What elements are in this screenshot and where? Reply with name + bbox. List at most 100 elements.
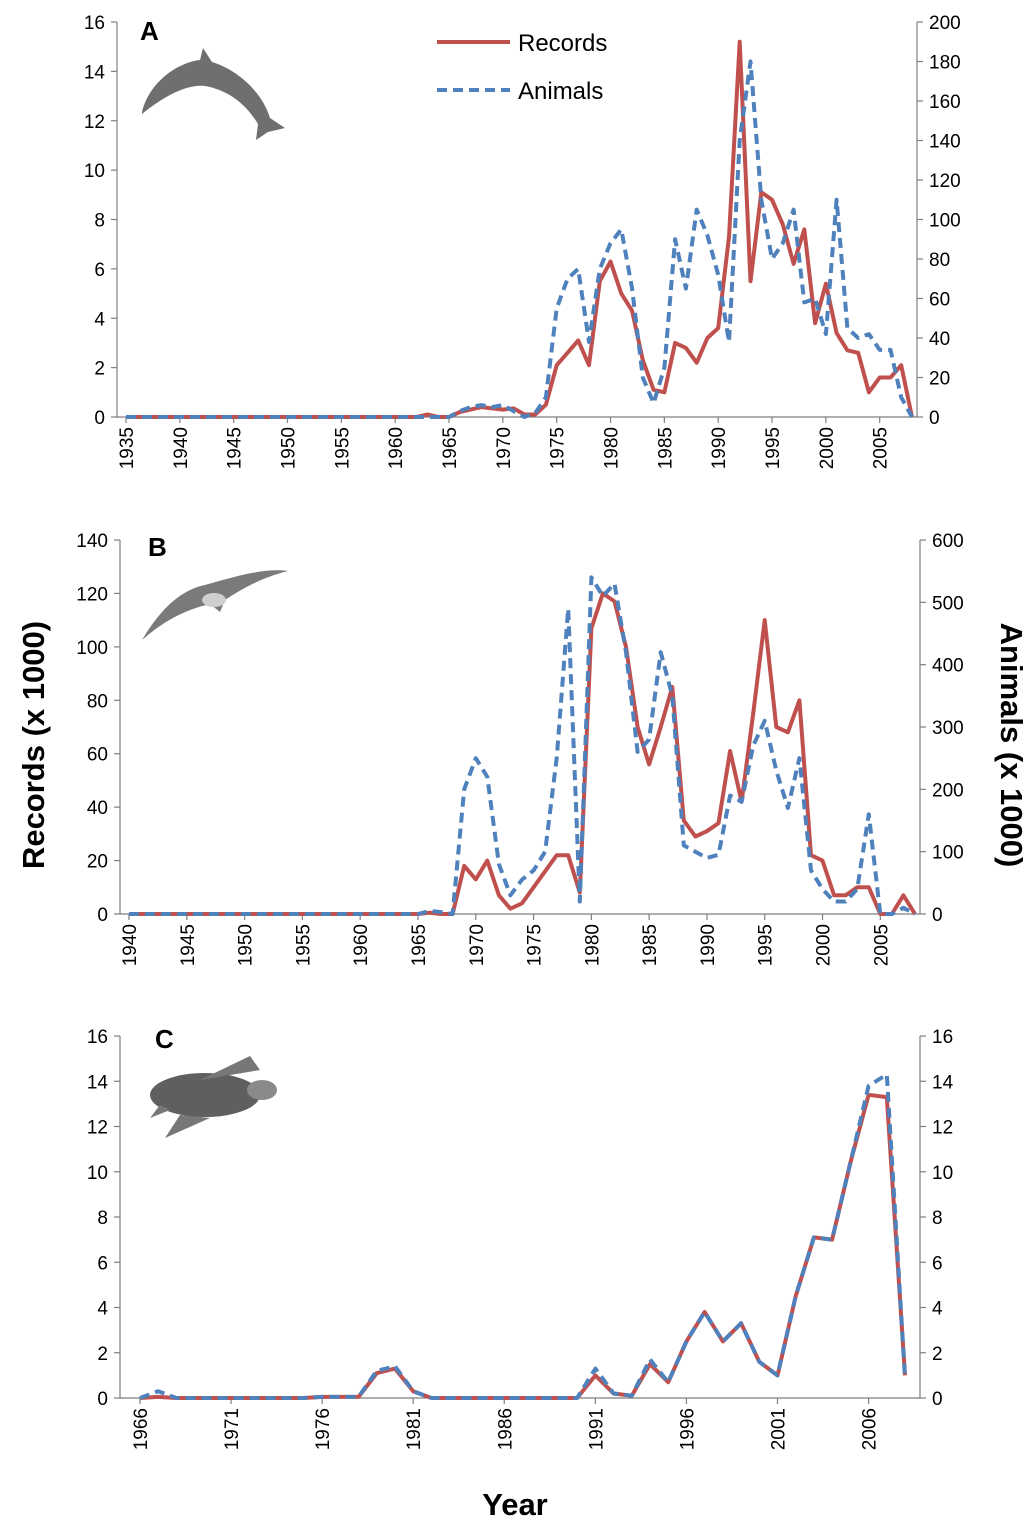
x-tick-label: 1980 xyxy=(582,924,603,966)
y-tick-label: 14 xyxy=(84,62,106,83)
y2-tick-label: 160 xyxy=(929,92,961,113)
y2-tick-label: 300 xyxy=(932,718,964,739)
x-tick-label: 1935 xyxy=(117,427,138,469)
bird-icon xyxy=(142,570,288,640)
x-tick-label: 2001 xyxy=(769,1408,790,1450)
y-tick-label: 4 xyxy=(94,309,105,330)
series-line xyxy=(129,575,916,916)
y-tick-label: 12 xyxy=(84,112,105,133)
y2-tick-label: 200 xyxy=(932,780,964,801)
y-tick-label: 40 xyxy=(87,798,108,819)
y-tick-label: 60 xyxy=(87,745,108,766)
y2-axis-title: Animals (x 1000) xyxy=(994,623,1029,868)
legend-label: Records xyxy=(518,30,607,57)
y2-tick-label: 400 xyxy=(932,656,964,677)
y-tick-label: 120 xyxy=(76,584,108,605)
legend-label: Animals xyxy=(518,78,603,105)
y-tick-label: 14 xyxy=(87,1072,109,1093)
series-line xyxy=(126,59,914,419)
y2-tick-label: 12 xyxy=(932,1118,953,1139)
y-tick-label: 0 xyxy=(97,905,108,926)
y2-tick-label: 40 xyxy=(929,329,950,350)
y2-tick-label: 0 xyxy=(932,905,943,926)
y-tick-label: 6 xyxy=(94,260,105,281)
y-tick-label: 12 xyxy=(87,1118,108,1139)
x-tick-label: 1940 xyxy=(171,427,192,469)
y2-tick-label: 0 xyxy=(929,408,940,429)
x-tick-label: 2005 xyxy=(871,924,892,966)
y2-tick-label: 0 xyxy=(932,1389,943,1410)
y-tick-label: 8 xyxy=(94,211,105,232)
series-line xyxy=(129,591,917,916)
x-tick-label: 1966 xyxy=(131,1408,152,1450)
x-tick-label: 1981 xyxy=(404,1408,425,1450)
x-tick-label: 1995 xyxy=(756,924,777,966)
x-tick-label: 1991 xyxy=(586,1408,607,1450)
x-tick-label: 1976 xyxy=(313,1408,334,1450)
y-tick-label: 80 xyxy=(87,691,108,712)
y2-tick-label: 180 xyxy=(929,53,961,74)
y2-tick-label: 120 xyxy=(929,171,961,192)
y-tick-label: 20 xyxy=(87,852,108,873)
y-tick-label: 0 xyxy=(94,408,105,429)
x-tick-label: 1980 xyxy=(602,427,623,469)
x-tick-label: 1975 xyxy=(548,427,569,469)
x-tick-label: 1950 xyxy=(279,427,300,469)
x-tick-label: 1990 xyxy=(709,427,730,469)
y-tick-label: 16 xyxy=(87,1027,108,1048)
panel-label: C xyxy=(155,1024,174,1054)
y-tick-label: 0 xyxy=(97,1389,108,1410)
x-tick-label: 1971 xyxy=(222,1408,243,1450)
panel-label: A xyxy=(140,16,159,46)
x-tick-label: 2006 xyxy=(860,1408,881,1450)
x-tick-label: 1955 xyxy=(293,924,314,966)
x-axis-title: Year xyxy=(482,1487,548,1520)
x-tick-label: 1945 xyxy=(225,427,246,469)
x-tick-label: 1945 xyxy=(178,924,199,966)
x-tick-label: 1965 xyxy=(409,924,430,966)
x-tick-label: 2000 xyxy=(814,924,835,966)
y2-tick-label: 16 xyxy=(932,1027,953,1048)
y-tick-label: 140 xyxy=(76,531,108,552)
x-tick-label: 1960 xyxy=(351,924,372,966)
x-tick-label: 1950 xyxy=(236,924,257,966)
y2-tick-label: 8 xyxy=(932,1208,943,1229)
x-tick-label: 1960 xyxy=(386,427,407,469)
x-tick-label: 1986 xyxy=(495,1408,516,1450)
y2-tick-label: 14 xyxy=(932,1072,954,1093)
x-tick-label: 1995 xyxy=(763,427,784,469)
x-tick-label: 1955 xyxy=(332,427,353,469)
y2-tick-label: 60 xyxy=(929,290,950,311)
y2-tick-label: 2 xyxy=(932,1344,943,1365)
y-tick-label: 100 xyxy=(76,638,108,659)
y-tick-label: 6 xyxy=(97,1253,108,1274)
dolphin-icon xyxy=(142,48,285,140)
x-tick-label: 1985 xyxy=(655,427,676,469)
y2-tick-label: 140 xyxy=(929,132,961,153)
x-tick-label: 2000 xyxy=(817,427,838,469)
series-line xyxy=(139,1072,907,1400)
x-tick-label: 1985 xyxy=(640,924,661,966)
x-tick-label: 1996 xyxy=(677,1408,698,1450)
y-tick-label: 2 xyxy=(97,1344,108,1365)
y2-tick-label: 4 xyxy=(932,1299,943,1320)
y2-tick-label: 600 xyxy=(932,531,964,552)
y2-tick-label: 500 xyxy=(932,593,964,614)
x-tick-label: 1990 xyxy=(698,924,719,966)
x-tick-label: 1970 xyxy=(467,924,488,966)
x-tick-label: 1975 xyxy=(525,924,546,966)
y2-tick-label: 200 xyxy=(929,13,961,34)
panel-label: B xyxy=(148,532,167,562)
series-line xyxy=(139,1092,907,1400)
x-tick-label: 1965 xyxy=(440,427,461,469)
x-tick-label: 2005 xyxy=(871,427,892,469)
turtle-icon xyxy=(150,1056,277,1138)
y-tick-label: 8 xyxy=(97,1208,108,1229)
y2-tick-label: 6 xyxy=(932,1253,943,1274)
y2-tick-label: 10 xyxy=(932,1163,953,1184)
y-tick-label: 10 xyxy=(87,1163,108,1184)
y-tick-label: 2 xyxy=(94,359,105,380)
x-tick-label: 1940 xyxy=(120,924,141,966)
y2-tick-label: 100 xyxy=(929,211,961,232)
